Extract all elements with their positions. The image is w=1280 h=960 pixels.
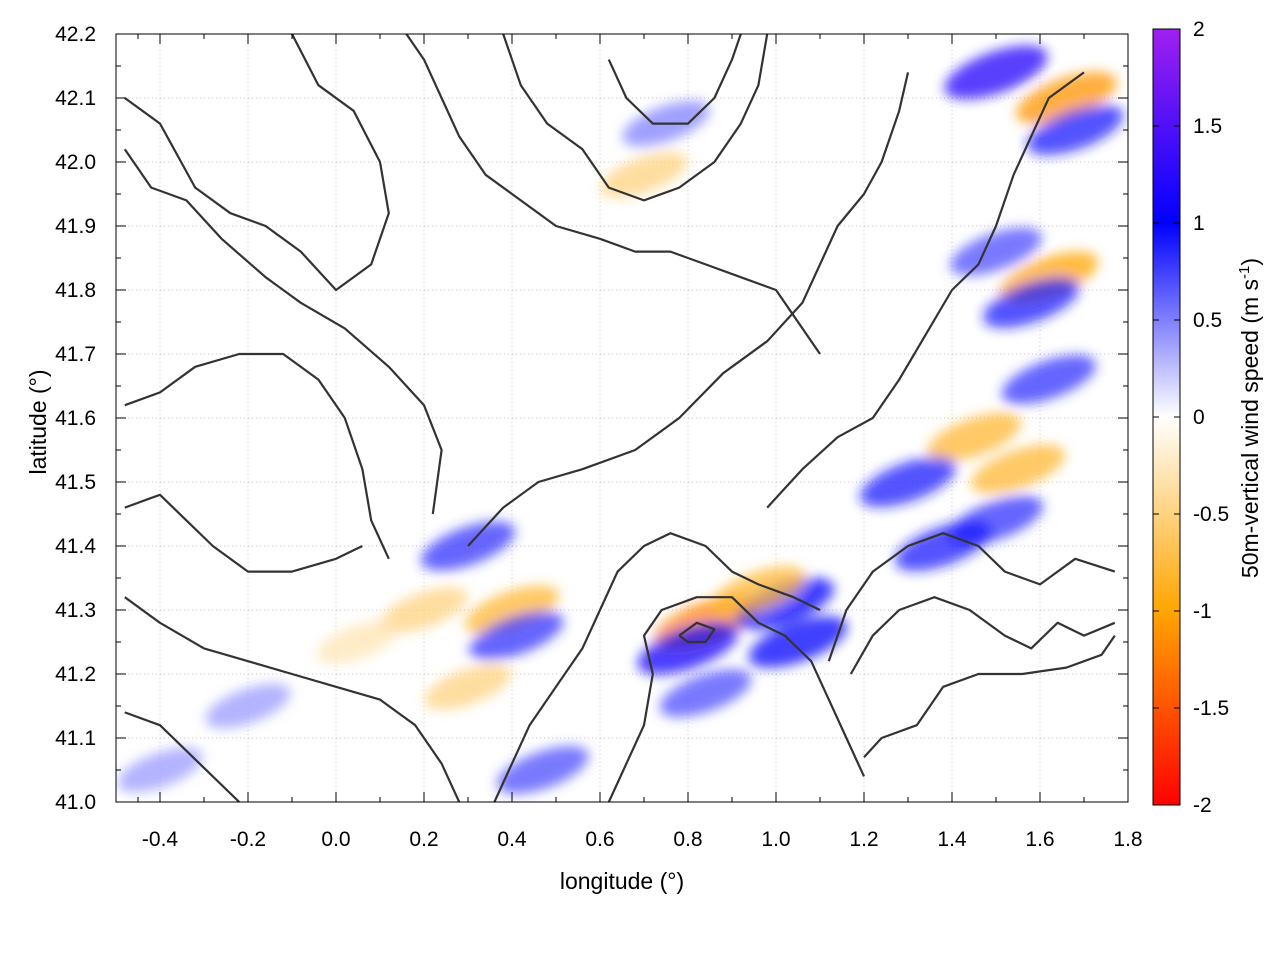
- y-tick-label: 41.4: [55, 535, 96, 558]
- heat-cell: [659, 669, 752, 718]
- colorbar-tick-label: 1.5: [1193, 115, 1222, 138]
- heat-cell: [895, 520, 992, 572]
- heatmap-cells: [117, 45, 1124, 794]
- heat-cell: [316, 620, 400, 664]
- y-tick-label: 41.7: [55, 343, 96, 366]
- colorbar-tick-label: -1: [1193, 600, 1212, 623]
- y-axis-ticks: 41.0 41.1 41.2 41.3 41.4 41.5 41.6 41.7 41.8 41.9…: [55, 23, 1128, 814]
- heat-cell: [469, 611, 564, 661]
- x-tick-label: -0.4: [142, 828, 179, 851]
- x-tick-label: 0.6: [585, 828, 614, 851]
- contour-line: [124, 596, 461, 802]
- contour-line: [863, 634, 1116, 758]
- heat-cell: [735, 577, 835, 630]
- contour-line: [678, 621, 716, 644]
- y-tick-label: 41.3: [55, 599, 96, 622]
- x-tick-label: -0.2: [230, 828, 266, 851]
- y-tick-label: 41.8: [55, 279, 96, 302]
- y-tick-label: 41.0: [55, 791, 96, 814]
- contour-line: [493, 532, 821, 802]
- heat-cell: [205, 683, 291, 729]
- contour-line: [124, 711, 240, 802]
- colorbar-title-exponent: -1: [1236, 266, 1253, 279]
- colorbar-title: 50m-vertical wind speed (m s-1): [1236, 258, 1263, 578]
- heat-cell: [1001, 355, 1096, 405]
- y-axis-title: latitude (°): [25, 369, 51, 474]
- y-tick-label: 41.2: [55, 663, 96, 686]
- heat-cell: [600, 152, 688, 198]
- x-tick-label: 1.0: [761, 828, 790, 851]
- contour-line: [405, 34, 821, 355]
- x-axis-ticks: -0.4 -0.2 0.0 0.2 0.4 0.6 0.8 1.0 1.2 1.4 1.6 1.8: [137, 34, 1143, 851]
- x-tick-label: 0.2: [409, 828, 438, 851]
- heat-cell: [637, 622, 739, 675]
- contour-line: [124, 352, 390, 560]
- contour-line: [607, 34, 742, 125]
- x-tick-label: 1.6: [1025, 828, 1054, 851]
- y-tick-label: 42.1: [55, 87, 96, 110]
- colorbar-title-close: ): [1237, 258, 1263, 266]
- contour-line: [502, 34, 769, 202]
- heat-cell: [711, 566, 806, 616]
- x-tick-label: 0.4: [497, 828, 527, 851]
- x-tick-label: 1.4: [937, 828, 967, 851]
- contour-line: [467, 72, 910, 547]
- colorbar-tick-label: -0.5: [1193, 503, 1229, 526]
- heat-cell: [950, 227, 1042, 276]
- y-tick-label: 42.2: [55, 23, 96, 46]
- x-tick-label: 1.2: [849, 828, 878, 851]
- heat-cell: [926, 412, 1022, 462]
- contour-line: [849, 596, 1116, 675]
- heat-cell: [380, 587, 468, 633]
- heat-cell: [424, 664, 512, 710]
- contour-line: [124, 34, 390, 292]
- x-axis-title: longitude (°): [560, 868, 684, 894]
- heat-cell: [983, 277, 1080, 328]
- y-tick-label: 41.5: [55, 471, 96, 494]
- colorbar-tick-label: -1.5: [1193, 697, 1229, 720]
- y-tick-label: 41.6: [55, 407, 96, 430]
- contour-line: [607, 596, 865, 802]
- colorbar-tick-label: 0.5: [1193, 309, 1222, 332]
- colorbar-tick-label: 0: [1193, 406, 1205, 429]
- heat-cell: [970, 444, 1066, 494]
- contour-line: [124, 493, 363, 573]
- contour-line: [766, 71, 1085, 509]
- x-tick-label: 0.8: [673, 828, 702, 851]
- y-tick-label: 41.9: [55, 215, 96, 238]
- x-tick-label: 0.0: [321, 828, 350, 851]
- colorbar-tick-label: 1: [1193, 212, 1205, 235]
- colorbar-tick-label: 2: [1193, 18, 1205, 41]
- x-tick-label: 1.8: [1113, 828, 1142, 851]
- contour-line: [123, 148, 443, 515]
- colorbar-ticks: -2 -1.5 -1 -0.5 0 0.5 1 1.5 2: [1153, 18, 1229, 817]
- colorbar-tick-label: -2: [1193, 794, 1212, 817]
- y-tick-label: 41.1: [55, 727, 96, 750]
- heat-cell: [859, 456, 957, 508]
- heat-cell: [496, 746, 589, 794]
- y-tick-label: 42.0: [55, 151, 96, 174]
- heat-cell: [748, 616, 848, 668]
- heat-cell: [464, 585, 560, 635]
- heat-cell: [1027, 104, 1124, 156]
- terrain-contours: [123, 34, 1116, 802]
- heat-cell: [944, 45, 1048, 100]
- colorbar-title-main: 50m-vertical wind speed (m s: [1237, 279, 1263, 578]
- heat-cell: [1015, 71, 1117, 125]
- contour-line: [827, 532, 1116, 662]
- heat-cell: [117, 747, 203, 793]
